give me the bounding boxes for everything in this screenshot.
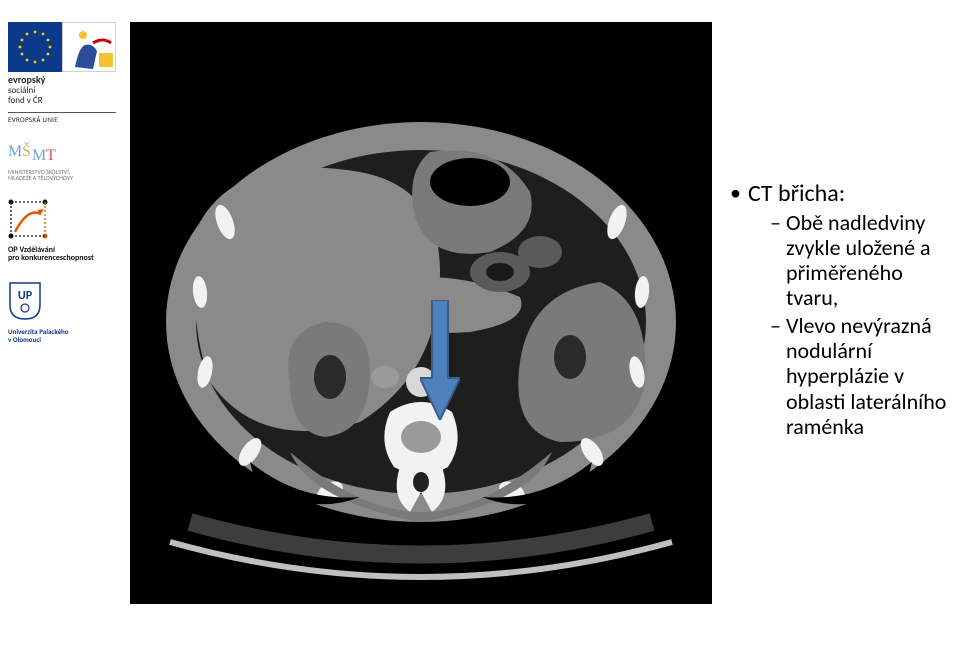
msmt-logo: M Š M T MINISTERSTVO ŠKOLSTVÍ, MLÁDEŽE A… [8,142,116,181]
svg-text:T: T [46,147,56,164]
esf-figure-icon [62,22,116,72]
opvk-logo: investor OP Vzdělávání pro konkurencesch… [8,199,116,264]
upol-line2: v Olomouci [8,336,116,344]
notes-title: CT břicha: [748,179,845,208]
msmt-line2: MLÁDEŽE A TĚLOVÝCHOVY [8,175,116,181]
esf-flag [8,22,62,72]
ct-scan-icon [130,22,712,604]
opvk-icon: investor [8,199,48,239]
notes: CT břicha: Obě nadledviny zvykle uložené… [730,180,955,443]
esf-text: evropský sociální fond v ČR [8,74,116,106]
esf-line3: fond v ČR [8,95,43,106]
svg-text:Š: Š [22,142,31,160]
svg-text:M: M [32,147,46,164]
slide: evropský sociální fond v ČR EVROPSKÁ UNI… [0,0,960,658]
opvk-line2: pro konkurenceschopnost [8,254,116,263]
upol-logo: UP Univerzita Palackého v Olomouci [8,281,116,343]
notes-item-2: Vlevo nevýrazná nodulární hyperplázie v … [748,313,955,439]
notes-item-1: Obě nadledviny zvykle uložené a přiměřen… [748,210,955,311]
svg-text:M: M [8,143,22,160]
upol-shield-icon: UP [8,281,42,321]
eu-stars-icon [16,28,54,66]
eu-label: EVROPSKÁ UNIE [8,112,116,124]
svg-text:UP: UP [18,289,33,303]
notes-title-item: CT břicha: Obě nadledviny zvykle uložené… [730,180,955,439]
svg-text:investor: investor [46,217,48,237]
msmt-icon: M Š M T [8,142,88,164]
ct-image [130,22,712,604]
logo-column: evropský sociální fond v ČR EVROPSKÁ UNI… [8,22,116,362]
esf-logo: evropský sociální fond v ČR EVROPSKÁ UNI… [8,22,116,124]
